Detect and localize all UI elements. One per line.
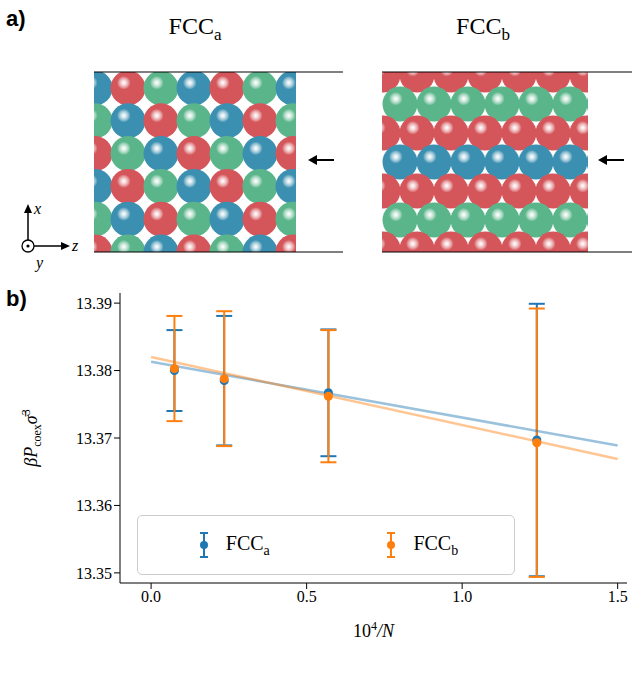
html-text:σ̄: σ̄ <box>20 415 41 425</box>
svg-text:13.36: 13.36 <box>76 497 112 514</box>
html-text:b): b) <box>6 286 27 311</box>
html-text:10: 10 <box>353 621 371 641</box>
html-text:FCCa: FCCa <box>225 531 270 558</box>
svg-text:FCCb: FCCb <box>456 13 510 44</box>
svg-text:FCCa: FCCa <box>169 13 222 44</box>
svg-text:a): a) <box>6 6 26 31</box>
html-text:4/N: 4/N <box>371 619 394 641</box>
html-text:FCCb: FCCb <box>413 531 459 558</box>
svg-text:13.35: 13.35 <box>76 565 112 582</box>
svg-text:13.39: 13.39 <box>76 295 112 312</box>
svg-text:1.0: 1.0 <box>452 588 472 605</box>
svg-text:13.37: 13.37 <box>76 430 112 447</box>
svg-text:y: y <box>34 254 44 272</box>
svg-text:13.38: 13.38 <box>76 362 112 379</box>
html-text:βP: βP <box>20 446 41 467</box>
svg-text:1.5: 1.5 <box>608 588 628 605</box>
svg-text:0.0: 0.0 <box>141 588 161 605</box>
svg-text:x: x <box>33 200 41 217</box>
svg-text:z: z <box>71 237 79 254</box>
html-text:coex: coex <box>30 424 45 447</box>
html-text:3: 3 <box>18 409 33 416</box>
svg-text:0.5: 0.5 <box>297 588 317 605</box>
